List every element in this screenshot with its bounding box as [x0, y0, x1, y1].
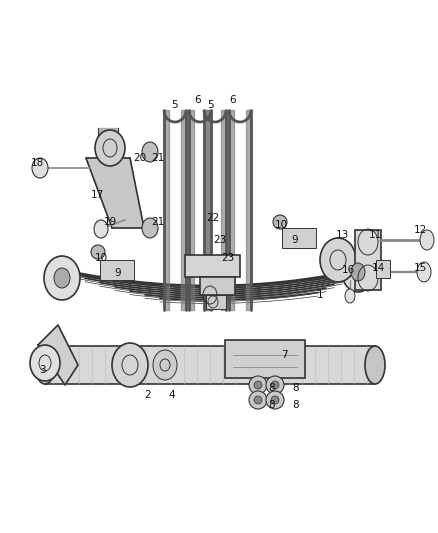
Ellipse shape	[351, 263, 365, 281]
Text: 15: 15	[413, 263, 427, 273]
Text: 5: 5	[172, 100, 178, 110]
Text: 16: 16	[341, 265, 355, 275]
Ellipse shape	[54, 268, 70, 288]
Ellipse shape	[44, 256, 80, 300]
Text: 21: 21	[152, 217, 165, 227]
Text: 10: 10	[275, 220, 288, 230]
Text: 14: 14	[371, 263, 385, 273]
Ellipse shape	[345, 289, 355, 303]
Text: 17: 17	[90, 190, 104, 200]
Text: 9: 9	[292, 235, 298, 245]
Bar	[45, 346, 375, 384]
Ellipse shape	[142, 142, 158, 162]
Ellipse shape	[273, 215, 287, 229]
Text: 5: 5	[207, 100, 213, 110]
Bar	[206, 295, 226, 309]
Text: 8: 8	[268, 383, 276, 393]
Ellipse shape	[94, 220, 108, 238]
Ellipse shape	[249, 391, 267, 409]
Text: 18: 18	[30, 158, 44, 168]
Ellipse shape	[420, 230, 434, 250]
Ellipse shape	[342, 252, 374, 292]
Text: 22: 22	[206, 213, 219, 223]
Text: 8: 8	[268, 400, 276, 410]
Bar	[282, 228, 316, 248]
Ellipse shape	[271, 381, 279, 389]
Text: 13: 13	[336, 230, 349, 240]
Text: 6: 6	[194, 95, 201, 105]
Ellipse shape	[249, 376, 267, 394]
Ellipse shape	[153, 350, 177, 380]
Bar	[355, 230, 381, 290]
Text: 21: 21	[152, 153, 165, 163]
Ellipse shape	[320, 238, 356, 282]
Bar	[100, 260, 134, 280]
Text: 6: 6	[230, 95, 237, 105]
Ellipse shape	[35, 346, 55, 384]
Ellipse shape	[254, 381, 262, 389]
Bar	[225, 340, 305, 378]
Ellipse shape	[365, 346, 385, 384]
Ellipse shape	[271, 396, 279, 404]
Text: 2: 2	[145, 390, 151, 400]
Ellipse shape	[417, 262, 431, 282]
Text: 23: 23	[221, 253, 235, 263]
Ellipse shape	[30, 345, 60, 381]
Text: 1: 1	[317, 290, 323, 300]
Ellipse shape	[142, 218, 158, 238]
Bar	[185, 255, 240, 277]
Text: 8: 8	[293, 383, 299, 393]
Ellipse shape	[254, 396, 262, 404]
Text: 10: 10	[95, 253, 108, 263]
Ellipse shape	[95, 130, 125, 166]
Ellipse shape	[266, 376, 284, 394]
Polygon shape	[86, 158, 144, 228]
Ellipse shape	[91, 245, 105, 259]
Ellipse shape	[32, 158, 48, 178]
Bar	[376, 260, 390, 278]
Text: 20: 20	[134, 153, 147, 163]
Ellipse shape	[266, 391, 284, 409]
Text: 3: 3	[39, 365, 45, 375]
Text: 4: 4	[169, 390, 175, 400]
Text: 9: 9	[115, 268, 121, 278]
Polygon shape	[38, 325, 78, 385]
Text: 12: 12	[413, 225, 427, 235]
Bar	[200, 277, 235, 295]
Text: 19: 19	[103, 217, 117, 227]
Text: 23: 23	[213, 235, 226, 245]
Text: 8: 8	[293, 400, 299, 410]
Text: 11: 11	[368, 230, 381, 240]
Text: 7: 7	[281, 350, 287, 360]
Polygon shape	[98, 128, 118, 158]
Ellipse shape	[112, 343, 148, 387]
